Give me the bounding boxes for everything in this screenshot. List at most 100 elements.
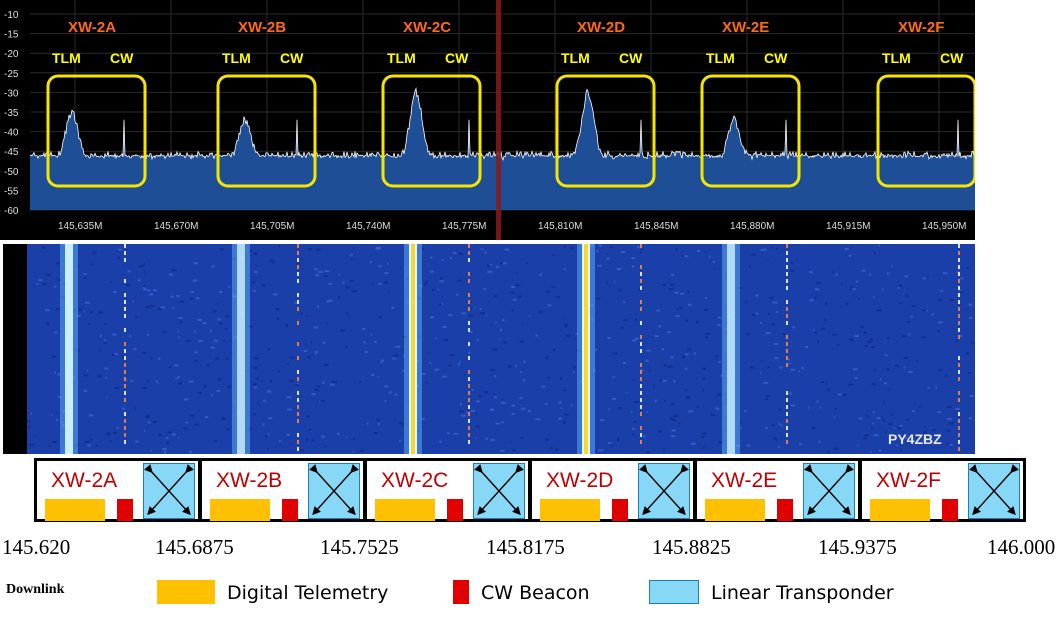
cw-beacon-streak xyxy=(124,370,126,374)
cw-label: CW xyxy=(940,50,964,66)
frequency-label: 145.9375 xyxy=(818,535,897,559)
cw-beacon-streak xyxy=(640,349,642,353)
cw-beacon-streak xyxy=(958,272,960,276)
cw-beacon-streak xyxy=(124,384,126,388)
cw-beacon-block xyxy=(612,499,628,521)
waterfall-signal-streaks xyxy=(60,244,960,454)
y-tick-label: -15 xyxy=(4,30,19,41)
spectrum-satellite-group: XW-2E TLM CW xyxy=(700,19,801,188)
tlm-label: TLM xyxy=(561,50,590,66)
cw-beacon-streak xyxy=(468,405,470,409)
cw-beacon-streak xyxy=(297,307,299,311)
cw-beacon-streak xyxy=(958,293,960,297)
cw-beacon-block xyxy=(942,499,958,521)
cw-beacon-streak xyxy=(124,349,126,353)
y-tick-label: -50 xyxy=(4,167,19,178)
cw-beacon-streak xyxy=(468,300,470,304)
cw-beacon-streak xyxy=(640,398,642,402)
y-tick-label: -45 xyxy=(4,147,19,158)
x-tick-label: 145,740M xyxy=(346,221,390,232)
waterfall-background xyxy=(27,244,975,454)
legend-label: Linear Transponder xyxy=(711,582,894,604)
telemetry-streak xyxy=(237,244,245,454)
cw-beacon-streak xyxy=(786,251,788,255)
crossed-arrows-icon xyxy=(144,464,194,516)
cw-beacon-streak xyxy=(297,265,299,269)
cw-beacon-streak xyxy=(640,377,642,381)
crossed-arrows-icon xyxy=(804,464,854,516)
cw-beacon-streak xyxy=(468,356,470,360)
band-plan-satellite-name: XW-2F xyxy=(876,469,941,492)
cw-beacon-streak xyxy=(786,307,788,311)
band-plan-satellite-name: XW-2C xyxy=(381,469,449,492)
cw-beacon-streak xyxy=(958,356,960,360)
cw-label: CW xyxy=(110,50,134,66)
cw-beacon-streak xyxy=(124,258,126,262)
signal-highlight-box xyxy=(46,74,147,188)
spectrum-plot: -10 -15 -20 -25 -30 -35 -40 -45 -50 -55 -60 145,635… xyxy=(4,0,977,240)
cw-beacon-streak xyxy=(958,363,960,367)
crossed-arrows-icon xyxy=(969,464,1019,516)
cw-beacon-streak xyxy=(958,335,960,339)
cw-beacon-streak xyxy=(640,426,642,430)
cw-beacon-streak xyxy=(786,258,788,262)
cw-beacon-streak xyxy=(297,412,299,416)
linear-transponder-block xyxy=(968,463,1020,519)
spectrum-satellite-group: XW-2B TLM CW xyxy=(216,19,317,188)
band-plan-satellite: XW-2E xyxy=(694,458,861,522)
cw-beacon-streak xyxy=(958,307,960,311)
cw-beacon-streak xyxy=(297,251,299,255)
cw-beacon-streak xyxy=(958,286,960,290)
tlm-label: TLM xyxy=(387,50,416,66)
cw-beacon-streak xyxy=(786,391,788,395)
cw-beacon-streak xyxy=(958,412,960,416)
digital-telemetry-block xyxy=(870,499,930,521)
crossed-arrows-icon xyxy=(474,464,524,516)
cw-beacon-streak xyxy=(958,321,960,325)
cw-beacon-streak xyxy=(786,405,788,409)
cw-beacon-streak xyxy=(640,265,642,269)
cw-beacon-streak xyxy=(297,293,299,297)
cw-beacon-streak xyxy=(297,300,299,304)
crossed-arrows-icon xyxy=(639,464,689,516)
legend-title: Downlink xyxy=(6,582,65,597)
cw-label: CW xyxy=(445,50,469,66)
cw-beacon-streak xyxy=(786,419,788,423)
spectrum-satellite-group: XW-2C TLM CW xyxy=(381,19,482,188)
legend-swatch xyxy=(453,580,469,604)
watermark: PY4ZBZ xyxy=(888,431,942,447)
cw-beacon-streak xyxy=(786,412,788,416)
cw-beacon-streak xyxy=(124,398,126,402)
cw-beacon-streak xyxy=(640,307,642,311)
y-tick-label: -10 xyxy=(4,10,19,21)
linear-transponder-block xyxy=(143,463,195,519)
cw-beacon-streak xyxy=(958,440,960,444)
cw-beacon-streak xyxy=(124,412,126,416)
band-plan-satellite-name: XW-2D xyxy=(546,469,614,492)
cw-beacon-streak xyxy=(640,321,642,325)
cw-beacon-streak xyxy=(786,363,788,367)
y-tick-label: -25 xyxy=(4,69,19,80)
y-tick-label: -35 xyxy=(4,108,19,119)
waterfall-panel: PY4ZBZ xyxy=(3,244,975,454)
cw-beacon-streak xyxy=(958,328,960,332)
cw-beacon-streak xyxy=(958,300,960,304)
cw-beacon-streak xyxy=(468,258,470,262)
cw-beacon-streak xyxy=(297,377,299,381)
satellite-spectrum-label: XW-2F xyxy=(898,19,944,36)
cw-beacon-streak xyxy=(468,293,470,297)
cw-label: CW xyxy=(280,50,304,66)
band-plan: XW-2A XW-2B XW-2C XW-2D XW-2E XW-2F xyxy=(34,458,1026,524)
cw-beacon-streak xyxy=(958,244,960,248)
waterfall-margin xyxy=(3,244,27,454)
cw-beacon-streak xyxy=(786,342,788,346)
x-tick-label: 145,950M xyxy=(922,221,966,232)
cw-beacon-streak xyxy=(124,293,126,297)
signal-highlight-box xyxy=(555,74,656,188)
cw-beacon-streak xyxy=(297,272,299,276)
band-plan-satellite-name: XW-2A xyxy=(51,469,118,492)
cw-beacon-streak xyxy=(958,279,960,283)
cw-beacon-streak xyxy=(786,335,788,339)
cw-beacon-streak xyxy=(958,314,960,318)
cw-beacon-streak xyxy=(958,370,960,374)
